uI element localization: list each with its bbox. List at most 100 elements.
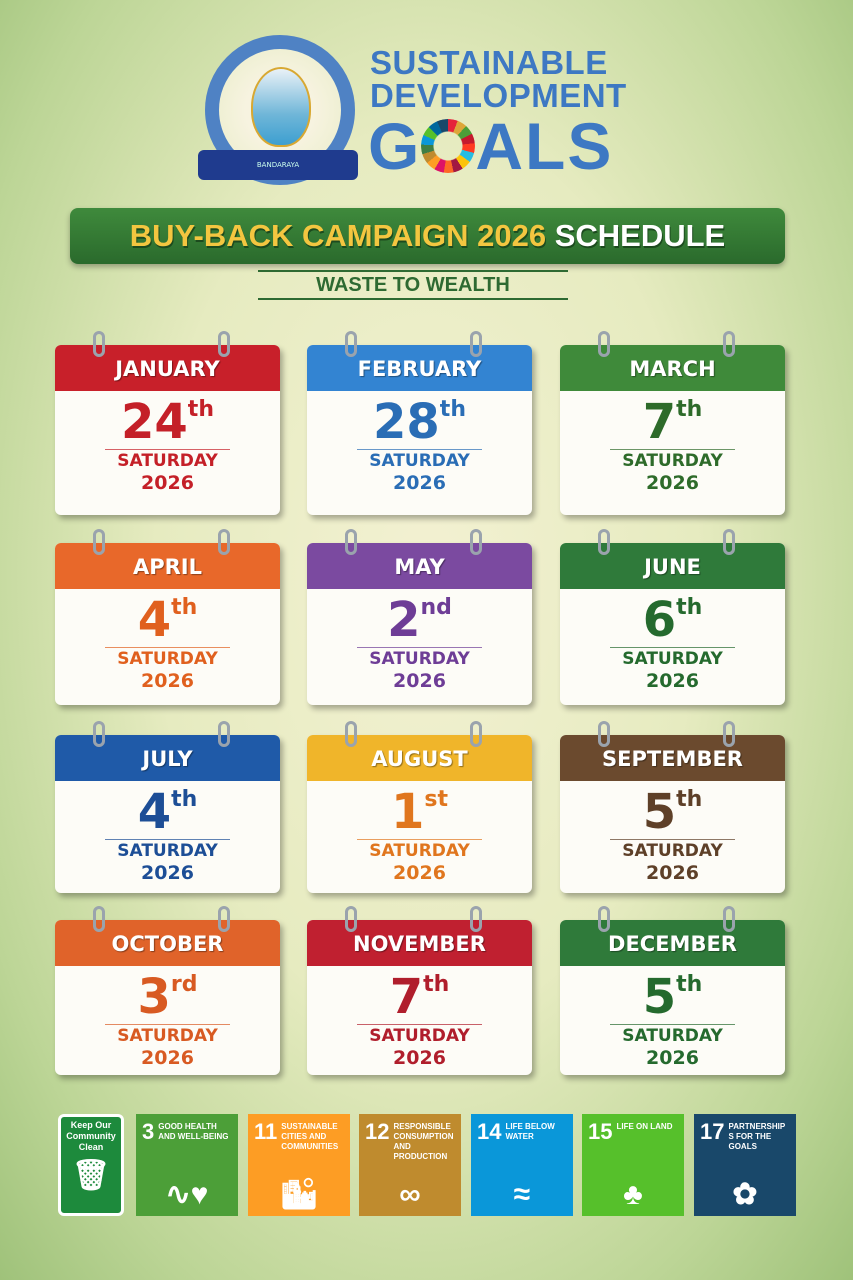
day-suffix: rd bbox=[170, 972, 198, 997]
day-number: 4 bbox=[137, 784, 172, 840]
date: 2nd bbox=[307, 593, 532, 647]
calendar-card-may: MAY 2nd SATURDAY 2026 bbox=[307, 529, 532, 705]
year: 2026 bbox=[141, 862, 194, 884]
date: 5th bbox=[560, 970, 785, 1024]
binder-ring-icon bbox=[470, 721, 482, 747]
sdg-goals: G ALS bbox=[368, 113, 613, 179]
year: 2026 bbox=[646, 670, 699, 692]
weekday: SATURDAY bbox=[622, 649, 723, 669]
divider bbox=[610, 449, 735, 450]
weekday: SATURDAY bbox=[117, 451, 218, 471]
day-number: 6 bbox=[642, 592, 677, 648]
banner-ribbon bbox=[70, 208, 785, 264]
date: 5th bbox=[560, 785, 785, 839]
day-number: 24 bbox=[121, 394, 188, 450]
date: 28th bbox=[307, 395, 532, 449]
goal-label: LIFE ON LAND bbox=[616, 1122, 673, 1131]
heartbeat-icon: ∿♥ bbox=[165, 1178, 209, 1211]
tile-heading: 12 RESPONSIBLE CONSUMPTION AND PRODUCTION bbox=[365, 1120, 455, 1162]
day-suffix: th bbox=[676, 787, 703, 812]
day-suffix: th bbox=[676, 397, 703, 422]
sdg-wheel-icon bbox=[421, 119, 476, 173]
binder-ring-icon bbox=[598, 721, 610, 747]
binder-ring-icon bbox=[345, 331, 357, 357]
tile-heading: 3 GOOD HEALTH AND WELL-BEING bbox=[142, 1120, 232, 1144]
year: 2026 bbox=[393, 670, 446, 692]
divider bbox=[105, 1024, 230, 1025]
logo-ribbon: BANDARAYA bbox=[198, 150, 358, 180]
goal-number: 15 bbox=[588, 1119, 613, 1144]
sdg-title: SUSTAINABLE DEVELOPMENT bbox=[370, 46, 627, 112]
binder-ring-icon bbox=[598, 331, 610, 357]
day-suffix: th bbox=[423, 972, 450, 997]
goal-label: GOOD HEALTH AND WELL-BEING bbox=[158, 1122, 229, 1141]
day-suffix: th bbox=[676, 595, 703, 620]
month-header: AUGUST bbox=[307, 735, 532, 781]
month-header: MARCH bbox=[560, 345, 785, 391]
divider bbox=[105, 449, 230, 450]
divider bbox=[610, 839, 735, 840]
binder-ring-icon bbox=[470, 906, 482, 932]
goal-number: 14 bbox=[477, 1119, 502, 1144]
weekday: SATURDAY bbox=[369, 1026, 470, 1046]
divider bbox=[105, 839, 230, 840]
day-suffix: th bbox=[439, 397, 466, 422]
month-header: DECEMBER bbox=[560, 920, 785, 966]
year: 2026 bbox=[646, 1047, 699, 1069]
goal-label: RESPONSIBLE CONSUMPTION AND PRODUCTION bbox=[393, 1122, 454, 1161]
day-number: 2 bbox=[387, 592, 421, 648]
year: 2026 bbox=[141, 1047, 194, 1069]
year: 2026 bbox=[141, 472, 194, 494]
date: 7th bbox=[307, 970, 532, 1024]
binder-ring-icon bbox=[598, 906, 610, 932]
binder-ring-icon bbox=[93, 529, 105, 555]
divider bbox=[357, 1024, 482, 1025]
goal-number: 17 bbox=[700, 1119, 725, 1144]
title-end: SCHEDULE bbox=[554, 218, 726, 253]
year: 2026 bbox=[646, 472, 699, 494]
calendar-card-september: SEPTEMBER 5th SATURDAY 2026 bbox=[560, 721, 785, 893]
divider bbox=[610, 647, 735, 648]
binder-ring-icon bbox=[218, 906, 230, 932]
date: 24th bbox=[55, 395, 280, 449]
month-header: OCTOBER bbox=[55, 920, 280, 966]
day-number: 5 bbox=[642, 969, 677, 1025]
date: 4th bbox=[55, 785, 280, 839]
month-header: APRIL bbox=[55, 543, 280, 589]
sdg-tile-14: 14 LIFE BELOW WATER ≈ bbox=[471, 1114, 573, 1216]
binder-ring-icon bbox=[723, 331, 735, 357]
month-header: JANUARY bbox=[55, 345, 280, 391]
sdg-tile-3: 3 GOOD HEALTH AND WELL-BEING ∿♥ bbox=[136, 1114, 238, 1216]
weekday: SATURDAY bbox=[622, 841, 723, 861]
day-number: 7 bbox=[389, 969, 424, 1025]
date: 3rd bbox=[55, 970, 280, 1024]
tile-heading: 15 LIFE ON LAND bbox=[588, 1120, 678, 1144]
weekday: SATURDAY bbox=[369, 649, 470, 669]
month-header: NOVEMBER bbox=[307, 920, 532, 966]
month-header: JULY bbox=[55, 735, 280, 781]
binder-ring-icon bbox=[93, 721, 105, 747]
tile-heading: 17 PARTNERSHIPS FOR THE GOALS bbox=[700, 1120, 790, 1152]
month-header: FEBRUARY bbox=[307, 345, 532, 391]
day-number: 7 bbox=[642, 394, 677, 450]
weekday: SATURDAY bbox=[622, 1026, 723, 1046]
weekday: SATURDAY bbox=[117, 1026, 218, 1046]
year: 2026 bbox=[393, 1047, 446, 1069]
day-suffix: th bbox=[676, 972, 703, 997]
day-suffix: th bbox=[187, 397, 214, 422]
partnership-rings-icon: ✿ bbox=[732, 1178, 758, 1211]
calendar-card-march: MARCH 7th SATURDAY 2026 bbox=[560, 331, 785, 515]
binder-ring-icon bbox=[598, 529, 610, 555]
logo-emblem bbox=[251, 67, 311, 147]
weekday: SATURDAY bbox=[622, 451, 723, 471]
weekday: SATURDAY bbox=[369, 841, 470, 861]
day-number: 4 bbox=[137, 592, 172, 648]
calendar-card-april: APRIL 4th SATURDAY 2026 bbox=[55, 529, 280, 705]
title-main: BUY-BACK CAMPAIGN 2026 bbox=[129, 218, 547, 253]
tile-heading: 11 SUSTAINABLE CITIES AND COMMUNITIES bbox=[254, 1120, 344, 1152]
calendar-card-june: JUNE 6th SATURDAY 2026 bbox=[560, 529, 785, 705]
tree-icon: ♣ bbox=[623, 1178, 643, 1211]
binder-ring-icon bbox=[470, 529, 482, 555]
binder-ring-icon bbox=[218, 721, 230, 747]
sdg-tile-15: 15 LIFE ON LAND ♣ bbox=[582, 1114, 684, 1216]
